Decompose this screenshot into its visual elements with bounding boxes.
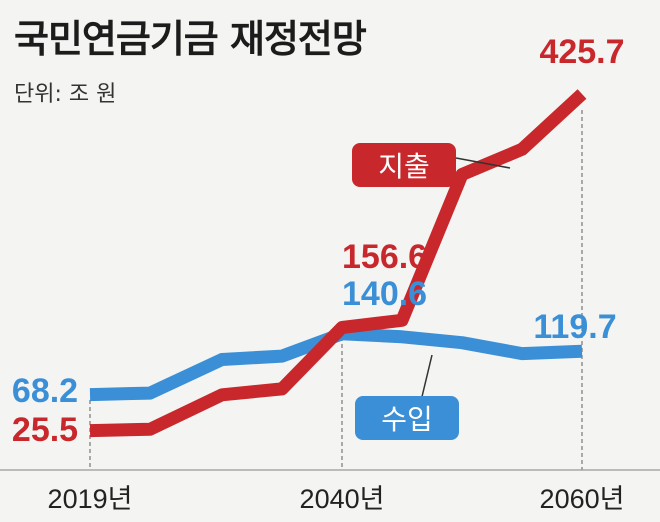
x-tick-label: 2040년 <box>300 484 385 514</box>
chart-title: 국민연금기금 재정전망 <box>14 17 367 61</box>
data-label: 25.5 <box>12 411 78 449</box>
data-label: 68.2 <box>12 372 78 410</box>
series-line-expense <box>89 89 587 438</box>
callout-box-expense <box>352 143 456 187</box>
data-label: 156.6 <box>342 238 427 276</box>
unit-label: 단위: 조 원 <box>14 82 117 107</box>
legend-label-expense: 지출 <box>378 150 430 183</box>
data-label: 425.7 <box>539 33 624 71</box>
x-tick-label: 2019년 <box>48 484 133 514</box>
data-label: 140.6 <box>342 275 427 313</box>
x-tick-label: 2060년 <box>540 484 625 514</box>
data-label: 119.7 <box>533 308 616 346</box>
callout-leader-expense <box>455 157 511 169</box>
legend-label-income: 수입 <box>381 403 433 436</box>
callout-box-income <box>355 396 459 440</box>
